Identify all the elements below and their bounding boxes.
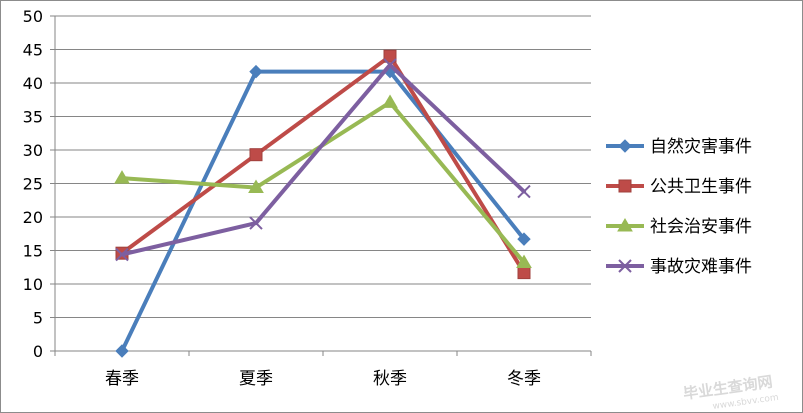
y-tick-label-35: 35 [23, 108, 43, 127]
legend-marker-2 [617, 218, 633, 232]
series-0-point-1 [249, 64, 263, 79]
series-3-point-3-stroke-b [517, 184, 531, 199]
series-3-point-3 [517, 184, 531, 199]
series-line-0 [120, 69, 526, 353]
series-3-point-1 [249, 216, 263, 230]
gridlines [55, 15, 591, 318]
series-2-point-3 [516, 254, 532, 269]
y-tick-label-30: 30 [23, 141, 43, 160]
series-3-point-1-stroke-b [249, 216, 263, 230]
legend-marker-3 [618, 259, 632, 273]
y-tick-label-25: 25 [23, 175, 43, 194]
series-3-point-2-stroke-b [383, 58, 397, 72]
category-label-1: 夏季 [239, 369, 273, 389]
series-1 [115, 49, 531, 280]
y-tick-label-45: 45 [23, 41, 43, 60]
series-line-3 [120, 62, 526, 257]
y-tick-label-15: 15 [23, 242, 43, 261]
legend-label-2: 社会治安事件 [650, 217, 752, 237]
watermark: 毕业生查询网 www.sbvv.com [682, 373, 779, 412]
series-0-point-0 [115, 344, 129, 358]
series-3-point-0 [115, 247, 129, 262]
legend-label-3: 事故灾难事件 [650, 257, 752, 277]
legend-label-1: 公共卫生事件 [650, 177, 752, 197]
series-line-1 [120, 54, 526, 275]
series-3-point-2 [383, 58, 397, 72]
series-lines [114, 49, 532, 358]
axes [50, 15, 592, 356]
series-1-point-3 [517, 266, 531, 280]
series-2-point-0 [114, 170, 130, 184]
series-3-point-0-stroke-b [115, 247, 129, 262]
legend-item-0: 自然灾害事件 [606, 137, 752, 157]
category-label-3: 冬季 [507, 369, 541, 389]
category-labels: 春季 夏季 秋季 冬季 [105, 369, 541, 389]
category-label-0: 春季 [105, 369, 139, 389]
y-tick-label-0: 0 [33, 342, 43, 361]
y-tick-label-20: 20 [23, 208, 43, 227]
y-tick-label-5: 5 [33, 309, 43, 328]
legend-marker-1 [618, 179, 632, 193]
y-tick-label-10: 10 [23, 275, 43, 294]
legend-marker-0 [618, 139, 632, 153]
legend-label-0: 自然灾害事件 [650, 137, 752, 157]
y-tick-label-50: 50 [23, 7, 43, 26]
category-label-2: 秋季 [373, 369, 407, 389]
legend-item-2: 社会治安事件 [606, 217, 752, 237]
series-3 [115, 58, 531, 262]
y-tick-labels: 0 5 10 15 20 25 30 35 40 45 50 [23, 7, 43, 361]
y-tick-label-40: 40 [23, 74, 43, 93]
series-2-point-2 [382, 94, 398, 108]
legend-item-3: 事故灾难事件 [606, 257, 752, 277]
series-1-point-2 [383, 49, 397, 63]
series-0-point-3 [517, 232, 531, 246]
series-0 [115, 64, 531, 358]
series-2-point-1 [248, 179, 264, 194]
legend-item-1: 公共卫生事件 [606, 177, 752, 197]
legend-marker-3-stroke-b [618, 259, 632, 273]
series-1-point-1 [249, 148, 263, 162]
